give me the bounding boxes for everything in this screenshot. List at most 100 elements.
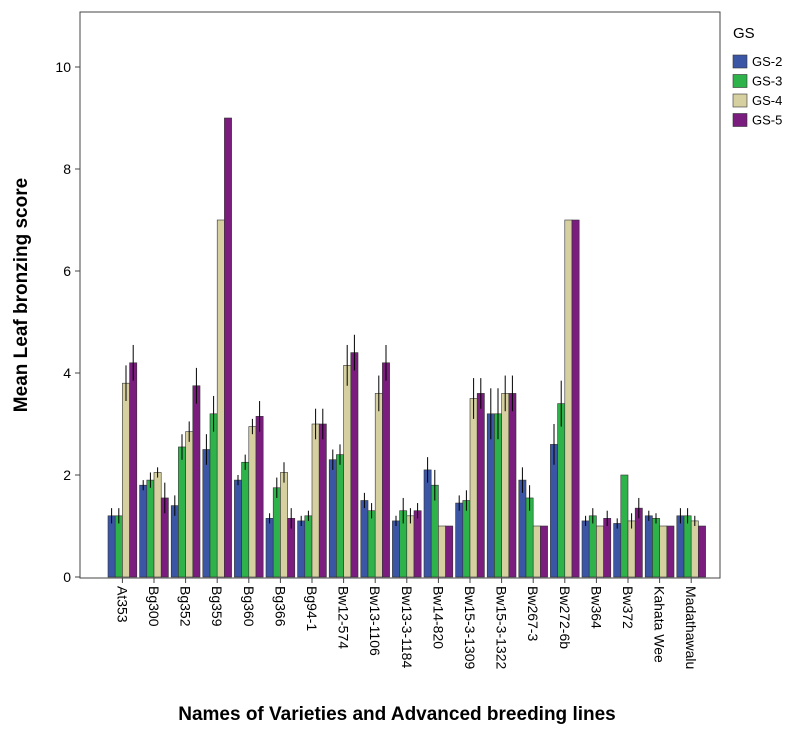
error-bar-group — [111, 334, 696, 529]
bar-gs-2-7 — [328, 459, 337, 578]
legend-label-gs-5: GS-5 — [752, 113, 782, 128]
bar-gs-5-16 — [634, 507, 643, 578]
bar-gs-5-14 — [571, 219, 580, 578]
bar-gs-2-11 — [455, 502, 464, 578]
x-category-label: Bw272-6b — [557, 586, 573, 649]
legend-swatch-gs-5 — [732, 113, 748, 127]
bar-gs-4-18 — [690, 520, 699, 578]
legend-swatch-gs-2 — [732, 54, 748, 69]
bar-gs-3-14 — [557, 403, 566, 578]
bar-gs-4-3 — [216, 219, 225, 578]
legend-title: GS — [733, 25, 755, 42]
x-category-label: Madathawalu — [683, 586, 699, 669]
bar-gs-3-3 — [209, 413, 218, 578]
bar-gs-2-16 — [613, 523, 622, 578]
bar-gs-3-11 — [462, 500, 471, 578]
bar-gs-3-15 — [588, 515, 597, 578]
legend-label-gs-2: GS-2 — [752, 54, 782, 69]
bar-gs-5-12 — [508, 393, 517, 578]
x-category-label: Bw14-820 — [430, 586, 446, 649]
x-category-label: Bg366 — [272, 586, 288, 627]
bar-gs-3-0 — [114, 515, 123, 578]
bar-gs-5-3 — [224, 117, 232, 578]
x-category-label: Bw15-3-1309 — [462, 586, 478, 669]
bar-gs-5-9 — [413, 510, 422, 578]
bar-gs-4-7 — [343, 365, 352, 578]
bar-gs-2-9 — [392, 520, 400, 578]
legend-label-gs-4: GS-4 — [752, 93, 782, 108]
bar-gs-5-6 — [318, 423, 327, 578]
bar-gs-5-17 — [666, 525, 675, 578]
bar-gs-3-8 — [367, 510, 376, 578]
x-category-label: Bw12-574 — [336, 586, 352, 649]
bar-gs-4-9 — [406, 515, 415, 578]
bar-gs-2-3 — [202, 449, 211, 578]
bar-gs-2-6 — [297, 520, 306, 578]
bar-gs-5-15 — [603, 518, 612, 578]
bar-gs-2-13 — [518, 479, 527, 578]
x-category-label: Bw13-1106 — [367, 586, 383, 656]
bar-gs-2-17 — [644, 515, 653, 578]
y-tick-label: 2 — [63, 467, 71, 483]
bar-gs-3-6 — [304, 515, 313, 578]
bar-gs-2-1 — [139, 484, 148, 578]
x-category-label: Bg359 — [209, 586, 225, 627]
x-category-label: Bw364 — [588, 586, 604, 629]
x-category-label: Bg94-1 — [304, 586, 320, 631]
x-category-label: Bw267-3 — [525, 586, 541, 641]
bar-gs-3-2 — [178, 446, 186, 578]
bar-gs-5-8 — [382, 362, 390, 578]
bar-gs-2-4 — [234, 479, 242, 578]
bar-gs-5-4 — [255, 416, 264, 578]
bar-gs-4-12 — [501, 393, 510, 578]
legend: GS GS-2 GS-3 GS-4 GS-5 — [732, 25, 782, 128]
x-category-label: Bw13-3-1184 — [399, 586, 415, 668]
bar-gs-5-11 — [476, 393, 485, 578]
y-tick-label: 0 — [63, 569, 71, 585]
y-tick-label: 4 — [63, 365, 71, 381]
bar-gs-4-0 — [122, 382, 130, 578]
bar-gs-3-16 — [620, 474, 629, 578]
bar-gs-3-1 — [146, 479, 155, 578]
bar-gs-4-15 — [596, 525, 604, 578]
y-axis: 0 2 4 6 8 10 — [55, 59, 80, 585]
x-category-label: Bg300 — [146, 586, 162, 627]
bar-gs-5-7 — [350, 352, 359, 578]
bar-gs-2-10 — [423, 469, 432, 578]
bar-gs-5-13 — [540, 525, 548, 578]
bar-gs-5-10 — [445, 525, 454, 578]
bar-gs-2-15 — [581, 520, 590, 578]
bar-gs-4-4 — [248, 426, 257, 578]
bar-gs-4-2 — [185, 431, 194, 578]
legend-swatch-gs-3 — [732, 74, 748, 88]
bar-gs-2-5 — [265, 518, 274, 578]
bar-gs-5-2 — [192, 385, 201, 578]
x-category-label: At353 — [114, 586, 130, 623]
bar-gs-4-11 — [469, 398, 478, 578]
bar-gs-3-7 — [336, 454, 344, 578]
bar-gs-2-8 — [360, 500, 369, 578]
bar-gs-5-18 — [698, 525, 706, 578]
bar-gs-4-1 — [153, 472, 162, 578]
x-category-label: Kahata Wee — [652, 586, 668, 663]
bar-gs-5-0 — [129, 362, 138, 578]
bar-gs-4-10 — [438, 525, 446, 578]
bar-gs-4-16 — [627, 520, 636, 578]
x-category-label: Bg352 — [178, 586, 194, 627]
bar-gs-2-18 — [676, 515, 685, 578]
bar-gs-3-18 — [683, 515, 692, 578]
bar-gs-4-14 — [564, 219, 573, 578]
x-category-label: Bw372 — [620, 586, 636, 629]
y-axis-title: Mean Leaf bronzing score — [11, 178, 32, 412]
bar-gs-4-17 — [659, 525, 668, 578]
y-tick-label: 10 — [55, 59, 71, 75]
bar-gs-3-5 — [272, 487, 281, 578]
legend-label-gs-3: GS-3 — [752, 74, 782, 89]
y-tick-label: 6 — [63, 263, 71, 279]
bar-gs-4-13 — [532, 525, 541, 578]
legend-swatch-gs-4 — [732, 93, 748, 108]
bar-gs-3-17 — [652, 518, 660, 578]
x-axis-title: Names of Varieties and Advanced breeding… — [178, 704, 616, 725]
x-axis: At353 Bg300 Bg352 Bg359 Bg360 Bg366 Bg94-1 Bw12… — [114, 578, 699, 669]
